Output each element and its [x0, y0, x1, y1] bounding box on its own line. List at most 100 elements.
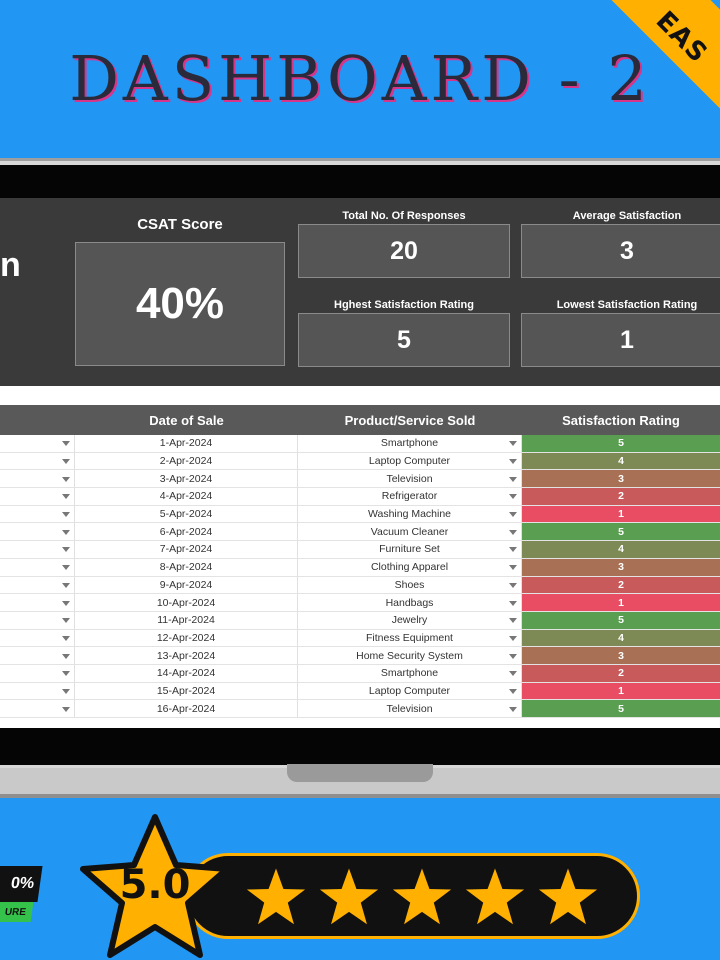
dropdown-arrow-icon[interactable]: [62, 459, 70, 465]
laptop-notch: [287, 764, 433, 782]
product-cell[interactable]: Laptop Computer: [298, 452, 522, 470]
dropdown-arrow-icon[interactable]: [62, 671, 70, 677]
dropdown-arrow-icon[interactable]: [62, 512, 70, 518]
row-filter-cell[interactable]: [0, 629, 75, 647]
rating-cell: 1: [522, 682, 720, 700]
table-row: 6-Apr-2024 Vacuum Cleaner 5: [0, 523, 720, 542]
product-cell[interactable]: Television: [298, 700, 522, 717]
dropdown-arrow-icon[interactable]: [509, 441, 517, 447]
dropdown-arrow-icon[interactable]: [509, 635, 517, 641]
product-cell[interactable]: Clothing Apparel: [298, 558, 522, 576]
column-header-rating[interactable]: Satisfaction Rating: [562, 412, 680, 428]
dropdown-arrow-icon[interactable]: [62, 600, 70, 606]
row-filter-cell[interactable]: [0, 452, 75, 470]
column-header-product[interactable]: Product/Service Sold: [344, 412, 476, 428]
dropdown-arrow-icon[interactable]: [509, 600, 517, 606]
product-cell[interactable]: Furniture Set: [298, 541, 522, 558]
product-cell[interactable]: Home Security System: [298, 647, 522, 664]
table-row: 1-Apr-2024 Smartphone 5: [0, 435, 720, 453]
dropdown-arrow-icon[interactable]: [62, 653, 70, 659]
dropdown-arrow-icon[interactable]: [509, 476, 517, 482]
date-cell: 8-Apr-2024: [75, 558, 298, 576]
rating-cell: 2: [522, 664, 720, 682]
table-row: 3-Apr-2024 Television 3: [0, 470, 720, 489]
dropdown-arrow-icon[interactable]: [509, 512, 517, 518]
dropdown-arrow-icon[interactable]: [509, 547, 517, 553]
product-text: Smartphone: [380, 437, 439, 450]
product-cell[interactable]: Vacuum Cleaner: [298, 523, 522, 541]
dropdown-arrow-icon[interactable]: [509, 529, 517, 535]
dropdown-arrow-icon[interactable]: [62, 706, 70, 712]
row-filter-cell[interactable]: [0, 647, 75, 664]
date-cell: 9-Apr-2024: [75, 576, 298, 594]
dropdown-arrow-icon[interactable]: [62, 441, 70, 447]
row-filter-cell[interactable]: [0, 700, 75, 717]
column-header[interactable]: [0, 405, 75, 435]
row-filter-cell[interactable]: [0, 611, 75, 629]
product-cell[interactable]: Fitness Equipment: [298, 629, 522, 647]
dropdown-arrow-icon[interactable]: [509, 671, 517, 677]
product-text: Furniture Set: [379, 543, 440, 556]
average-satisfaction-value: 3: [521, 224, 720, 278]
product-text: Refrigerator: [381, 490, 438, 503]
table-row: 16-Apr-2024 Television 5: [0, 700, 720, 718]
date-cell: 15-Apr-2024: [75, 682, 298, 700]
dropdown-arrow-icon[interactable]: [62, 582, 70, 588]
row-filter-cell[interactable]: [0, 470, 75, 488]
product-text: Clothing Apparel: [370, 561, 449, 574]
product-cell[interactable]: Smartphone: [298, 664, 522, 682]
dropdown-arrow-icon[interactable]: [62, 688, 70, 694]
product-cell[interactable]: Refrigerator: [298, 488, 522, 505]
dropdown-arrow-icon[interactable]: [62, 494, 70, 500]
product-text: Fitness Equipment: [366, 631, 453, 644]
product-cell[interactable]: Handbags: [298, 594, 522, 611]
dropdown-arrow-icon[interactable]: [509, 582, 517, 588]
row-filter-cell[interactable]: [0, 523, 75, 541]
product-cell[interactable]: Television: [298, 470, 522, 488]
rating-cell: 5: [522, 700, 720, 717]
row-filter-cell[interactable]: [0, 664, 75, 682]
row-filter-cell[interactable]: [0, 541, 75, 558]
date-cell: 5-Apr-2024: [75, 505, 298, 523]
rating-cell: 4: [522, 541, 720, 558]
row-filter-cell[interactable]: [0, 682, 75, 700]
dropdown-arrow-icon[interactable]: [509, 618, 517, 624]
table-row: 2-Apr-2024 Laptop Computer 4: [0, 452, 720, 471]
product-cell[interactable]: Washing Machine: [298, 505, 522, 523]
rating-cell: 2: [522, 576, 720, 594]
product-text: Shoes: [394, 578, 425, 591]
dropdown-arrow-icon[interactable]: [509, 459, 517, 465]
product-cell[interactable]: Smartphone: [298, 435, 522, 452]
date-cell: 10-Apr-2024: [75, 594, 298, 611]
row-filter-cell[interactable]: [0, 435, 75, 452]
table-row: 9-Apr-2024 Shoes 2: [0, 576, 720, 595]
row-filter-cell[interactable]: [0, 488, 75, 505]
product-cell[interactable]: Shoes: [298, 576, 522, 594]
dropdown-arrow-icon[interactable]: [509, 688, 517, 694]
product-text: Television: [386, 472, 433, 485]
product-cell[interactable]: Jewelry: [298, 611, 522, 629]
dropdown-arrow-icon[interactable]: [509, 653, 517, 659]
dropdown-arrow-icon[interactable]: [509, 494, 517, 500]
table-row: 8-Apr-2024 Clothing Apparel 3: [0, 558, 720, 577]
row-filter-cell[interactable]: [0, 594, 75, 611]
rating-cell: 4: [522, 452, 720, 470]
dropdown-arrow-icon[interactable]: [509, 706, 517, 712]
row-filter-cell[interactable]: [0, 558, 75, 576]
row-filter-cell[interactable]: [0, 576, 75, 594]
dropdown-arrow-icon[interactable]: [62, 618, 70, 624]
dropdown-arrow-icon[interactable]: [509, 565, 517, 571]
product-cell[interactable]: Laptop Computer: [298, 682, 522, 700]
date-cell: 11-Apr-2024: [75, 611, 298, 629]
dropdown-arrow-icon[interactable]: [62, 529, 70, 535]
dropdown-arrow-icon[interactable]: [62, 476, 70, 482]
column-header-date[interactable]: Date of Sale: [149, 412, 224, 428]
star-icon: [319, 868, 379, 925]
dropdown-arrow-icon[interactable]: [62, 635, 70, 641]
table-row: 14-Apr-2024 Smartphone 2: [0, 664, 720, 683]
dropdown-arrow-icon[interactable]: [62, 547, 70, 553]
row-filter-cell[interactable]: [0, 505, 75, 523]
table-row: 12-Apr-2024 Fitness Equipment 4: [0, 629, 720, 648]
dropdown-arrow-icon[interactable]: [62, 565, 70, 571]
rating-cell: 3: [522, 647, 720, 664]
